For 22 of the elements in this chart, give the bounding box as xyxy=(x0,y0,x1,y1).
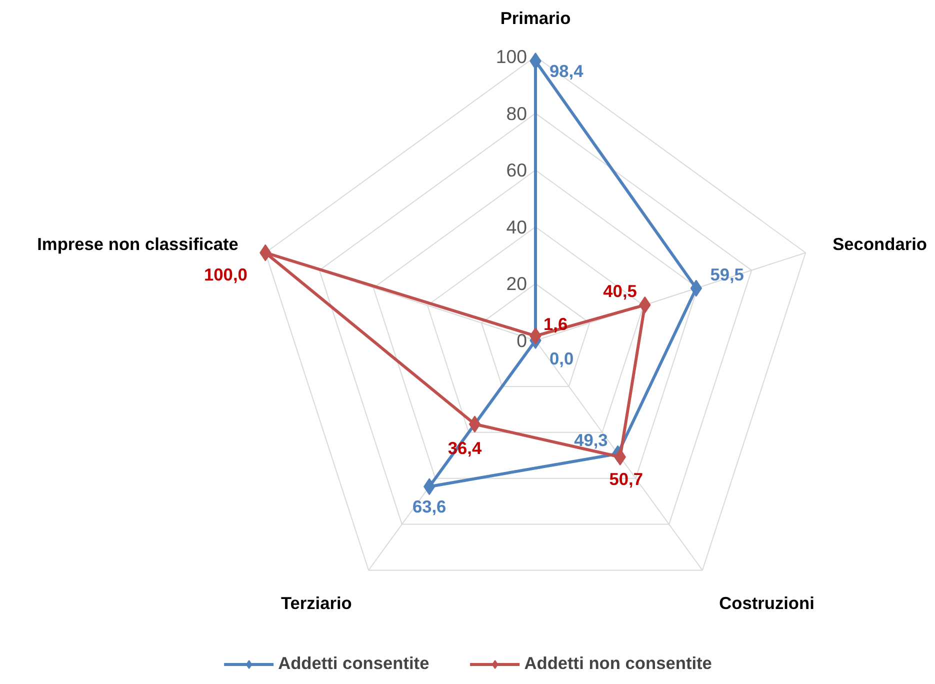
y-tick-label: 20 xyxy=(506,273,527,294)
y-tick-label: 60 xyxy=(506,160,527,181)
y-tick-label: 0 xyxy=(516,330,527,351)
spoke-label: Secondario xyxy=(832,234,927,254)
y-tick-label: 40 xyxy=(506,216,527,238)
spoke-label: Costruzioni xyxy=(719,593,814,614)
data-label: 0,0 xyxy=(550,348,574,368)
y-tick-label: 80 xyxy=(506,102,527,124)
legend-label: Addetti consentite xyxy=(278,653,430,674)
data-label: 50,7 xyxy=(609,468,644,489)
legend-label: Addetti non consentite xyxy=(524,653,712,674)
data-label: 98,4 xyxy=(550,61,584,82)
data-label: 40,5 xyxy=(603,280,638,301)
data-label: 1,6 xyxy=(544,314,568,334)
spoke-label: Primario xyxy=(500,8,571,28)
data-label: 63,6 xyxy=(412,496,447,517)
data-label: 59,5 xyxy=(710,264,744,284)
spoke-label: Terziario xyxy=(280,593,352,614)
y-tick-label: 100 xyxy=(496,46,527,67)
data-label: 49,3 xyxy=(574,430,608,450)
data-label: 100,0 xyxy=(204,264,248,285)
spoke-label: Imprese non classificate xyxy=(37,234,239,254)
